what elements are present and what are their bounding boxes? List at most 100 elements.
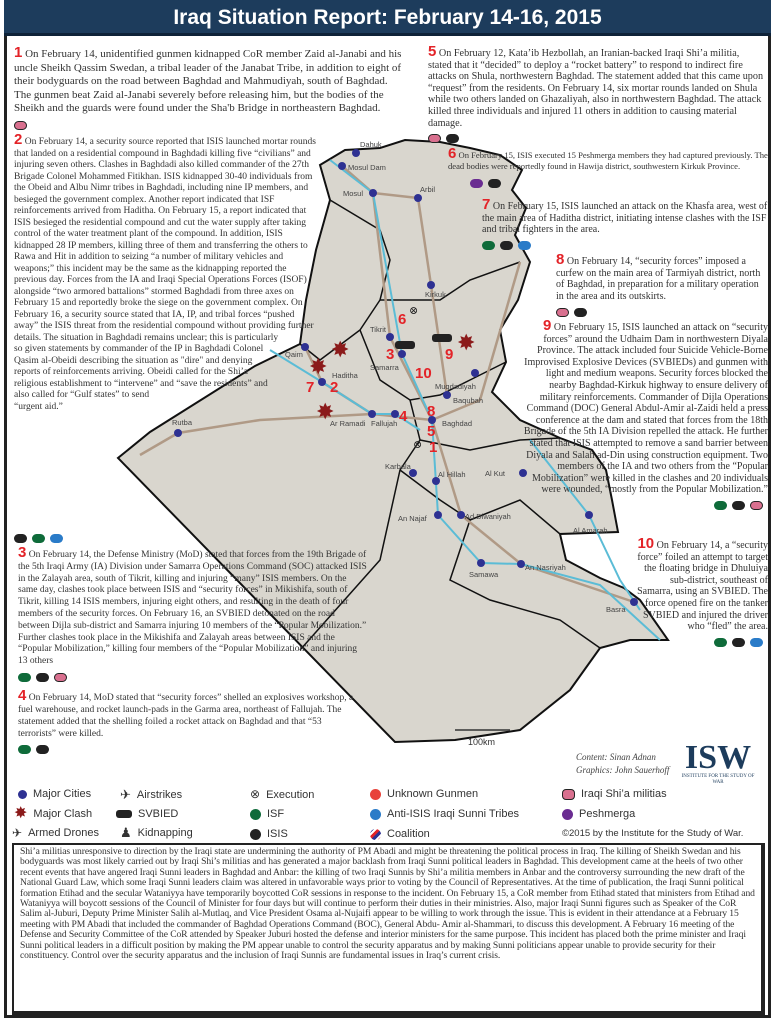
event-number: 8 [556, 251, 565, 268]
isf-dot [18, 673, 31, 683]
legend-armed-drones: ✈ Armed Drones [12, 826, 99, 840]
city-label: Baqubah [453, 396, 483, 405]
anti-isis-dot [518, 240, 531, 250]
isf-dot [32, 534, 45, 544]
isis-dot [446, 134, 459, 144]
map-event-number: 6 [398, 311, 406, 328]
legend-airstrikes: ✈ Airstrikes [120, 787, 183, 802]
map-event-number: 7 [306, 379, 314, 396]
execution-icon: ⊗ [409, 305, 418, 317]
isw-logo: ISW INSTITUTE FOR THE STUDY OF WAR [681, 739, 755, 786]
legend-major-cities: Major Cities [18, 788, 91, 800]
city-label: An Najaf [398, 514, 428, 523]
city-dot [318, 378, 326, 386]
event-number: 1 [14, 44, 23, 61]
city-label: Arbil [420, 185, 435, 194]
event-text: On February 14, the Defense Ministry (Mo… [18, 550, 367, 667]
event-text: On February 14, “security forces” impose… [556, 256, 761, 302]
city-dot [174, 429, 182, 437]
city-label: Dahuk [360, 140, 382, 149]
legend-svbied: SVBIED [116, 808, 178, 820]
isis-dot [488, 178, 501, 188]
city-label: Fallujah [371, 419, 397, 428]
isis-dot [36, 745, 49, 755]
legend-peshmerga: Peshmerga [562, 808, 635, 820]
city-label: Al Amarah [573, 526, 608, 535]
city-label: Karbala [385, 462, 412, 471]
event-text: On February 12, Kata’ib Hezbollah, an Ir… [428, 48, 764, 129]
city-dot [471, 369, 479, 377]
isis-dot [14, 534, 27, 544]
map-event-number: 9 [445, 346, 453, 363]
legend-anti-isis: Anti-ISIS Iraqi Sunni Tribes [370, 808, 519, 820]
event-number: 9 [543, 317, 552, 334]
city-dot [391, 410, 399, 418]
isis-dot [36, 673, 49, 683]
legend-isis: ISIS [250, 828, 288, 840]
city-label: Muqdadiyah [435, 382, 476, 391]
city-dot [386, 333, 394, 341]
isis-dot [500, 240, 513, 250]
iraq-land [116, 138, 670, 744]
clash-icon: ✸ [14, 805, 28, 822]
city-label: Samarra [370, 363, 400, 372]
city-dot [368, 410, 376, 418]
drone-icon: ✈ [12, 826, 23, 840]
city-label: An Nasriyah [525, 563, 566, 572]
clash-icon: ✸ [457, 330, 475, 355]
event-number: 10 [637, 535, 655, 552]
city-label: Ad Diwaniyah [465, 512, 511, 521]
clash-icon: ✸ [316, 399, 334, 424]
event-9: 9 On February 15, ISIS launched an attac… [520, 317, 768, 511]
city-dot [457, 511, 465, 519]
city-label: Samawa [469, 570, 499, 579]
city-dot [414, 194, 422, 202]
execution-icon: ⊗ [250, 787, 261, 801]
city-dot [630, 598, 638, 606]
svbied-icon [432, 334, 452, 342]
clash-icon: ✸ [331, 337, 349, 362]
svbied-icon [116, 810, 132, 818]
airstrike-icon: ✈ [120, 787, 131, 802]
event-number: 5 [428, 43, 437, 60]
event-number: 2 [14, 131, 23, 148]
shia-militias-dot [556, 307, 569, 317]
anti-isis-dot [50, 534, 63, 544]
city-dot [301, 343, 309, 351]
city-label: Kirkuk [425, 290, 446, 299]
legend-shia-militias: Iraqi Shi’a militias [562, 788, 667, 800]
city-dot [443, 391, 451, 399]
isis-dot [732, 501, 745, 511]
event-number: 6 [448, 145, 457, 162]
anti-isis-dot [750, 637, 763, 647]
event-7: 7 On February 15, ISIS launched an attac… [482, 197, 770, 251]
shia-militias-dot [750, 501, 763, 511]
city-dot [427, 281, 435, 289]
event-1: 1 On February 14, unidentified gunmen ki… [14, 44, 406, 131]
summary-text: Shi’a militias unresponsive to direction… [12, 843, 765, 1015]
shia-militias-dot [428, 134, 441, 144]
event-4: 4 On February 14, MoD stated that “secur… [18, 687, 358, 755]
city-dot [352, 149, 360, 157]
event-8: 8 On February 14, “security forces” impo… [556, 251, 768, 317]
map-event-number: 4 [399, 408, 408, 425]
city-dot [585, 511, 593, 519]
city-dot [398, 350, 406, 358]
scale-label: 100km [468, 737, 495, 747]
event-number: 4 [18, 687, 27, 704]
city-label: Mosul Dam [348, 163, 386, 172]
graphics-credit: Graphics: John Sauerhoff [576, 765, 670, 775]
event-2: 2 On February 14, a security source repo… [14, 131, 318, 544]
city-label: Ar Ramadi [330, 419, 366, 428]
city-dot [428, 416, 436, 424]
city-label: Basra [606, 605, 626, 614]
isis-dot [732, 637, 745, 647]
isf-dot [714, 637, 727, 647]
city-dot [409, 469, 417, 477]
city-dot [519, 469, 527, 477]
city-markers: Dahuk Mosul Dam Mosul Arbil Kirkuk Tikrit Sama… [172, 140, 638, 614]
copyright: ©2015 by the Institute for the Study of … [562, 828, 744, 839]
map-event-number: 10 [415, 365, 432, 382]
event-6: 6 On February 15, ISIS executed 15 Peshm… [448, 145, 770, 188]
content-credit: Content: Sinan Adnan [576, 752, 656, 762]
